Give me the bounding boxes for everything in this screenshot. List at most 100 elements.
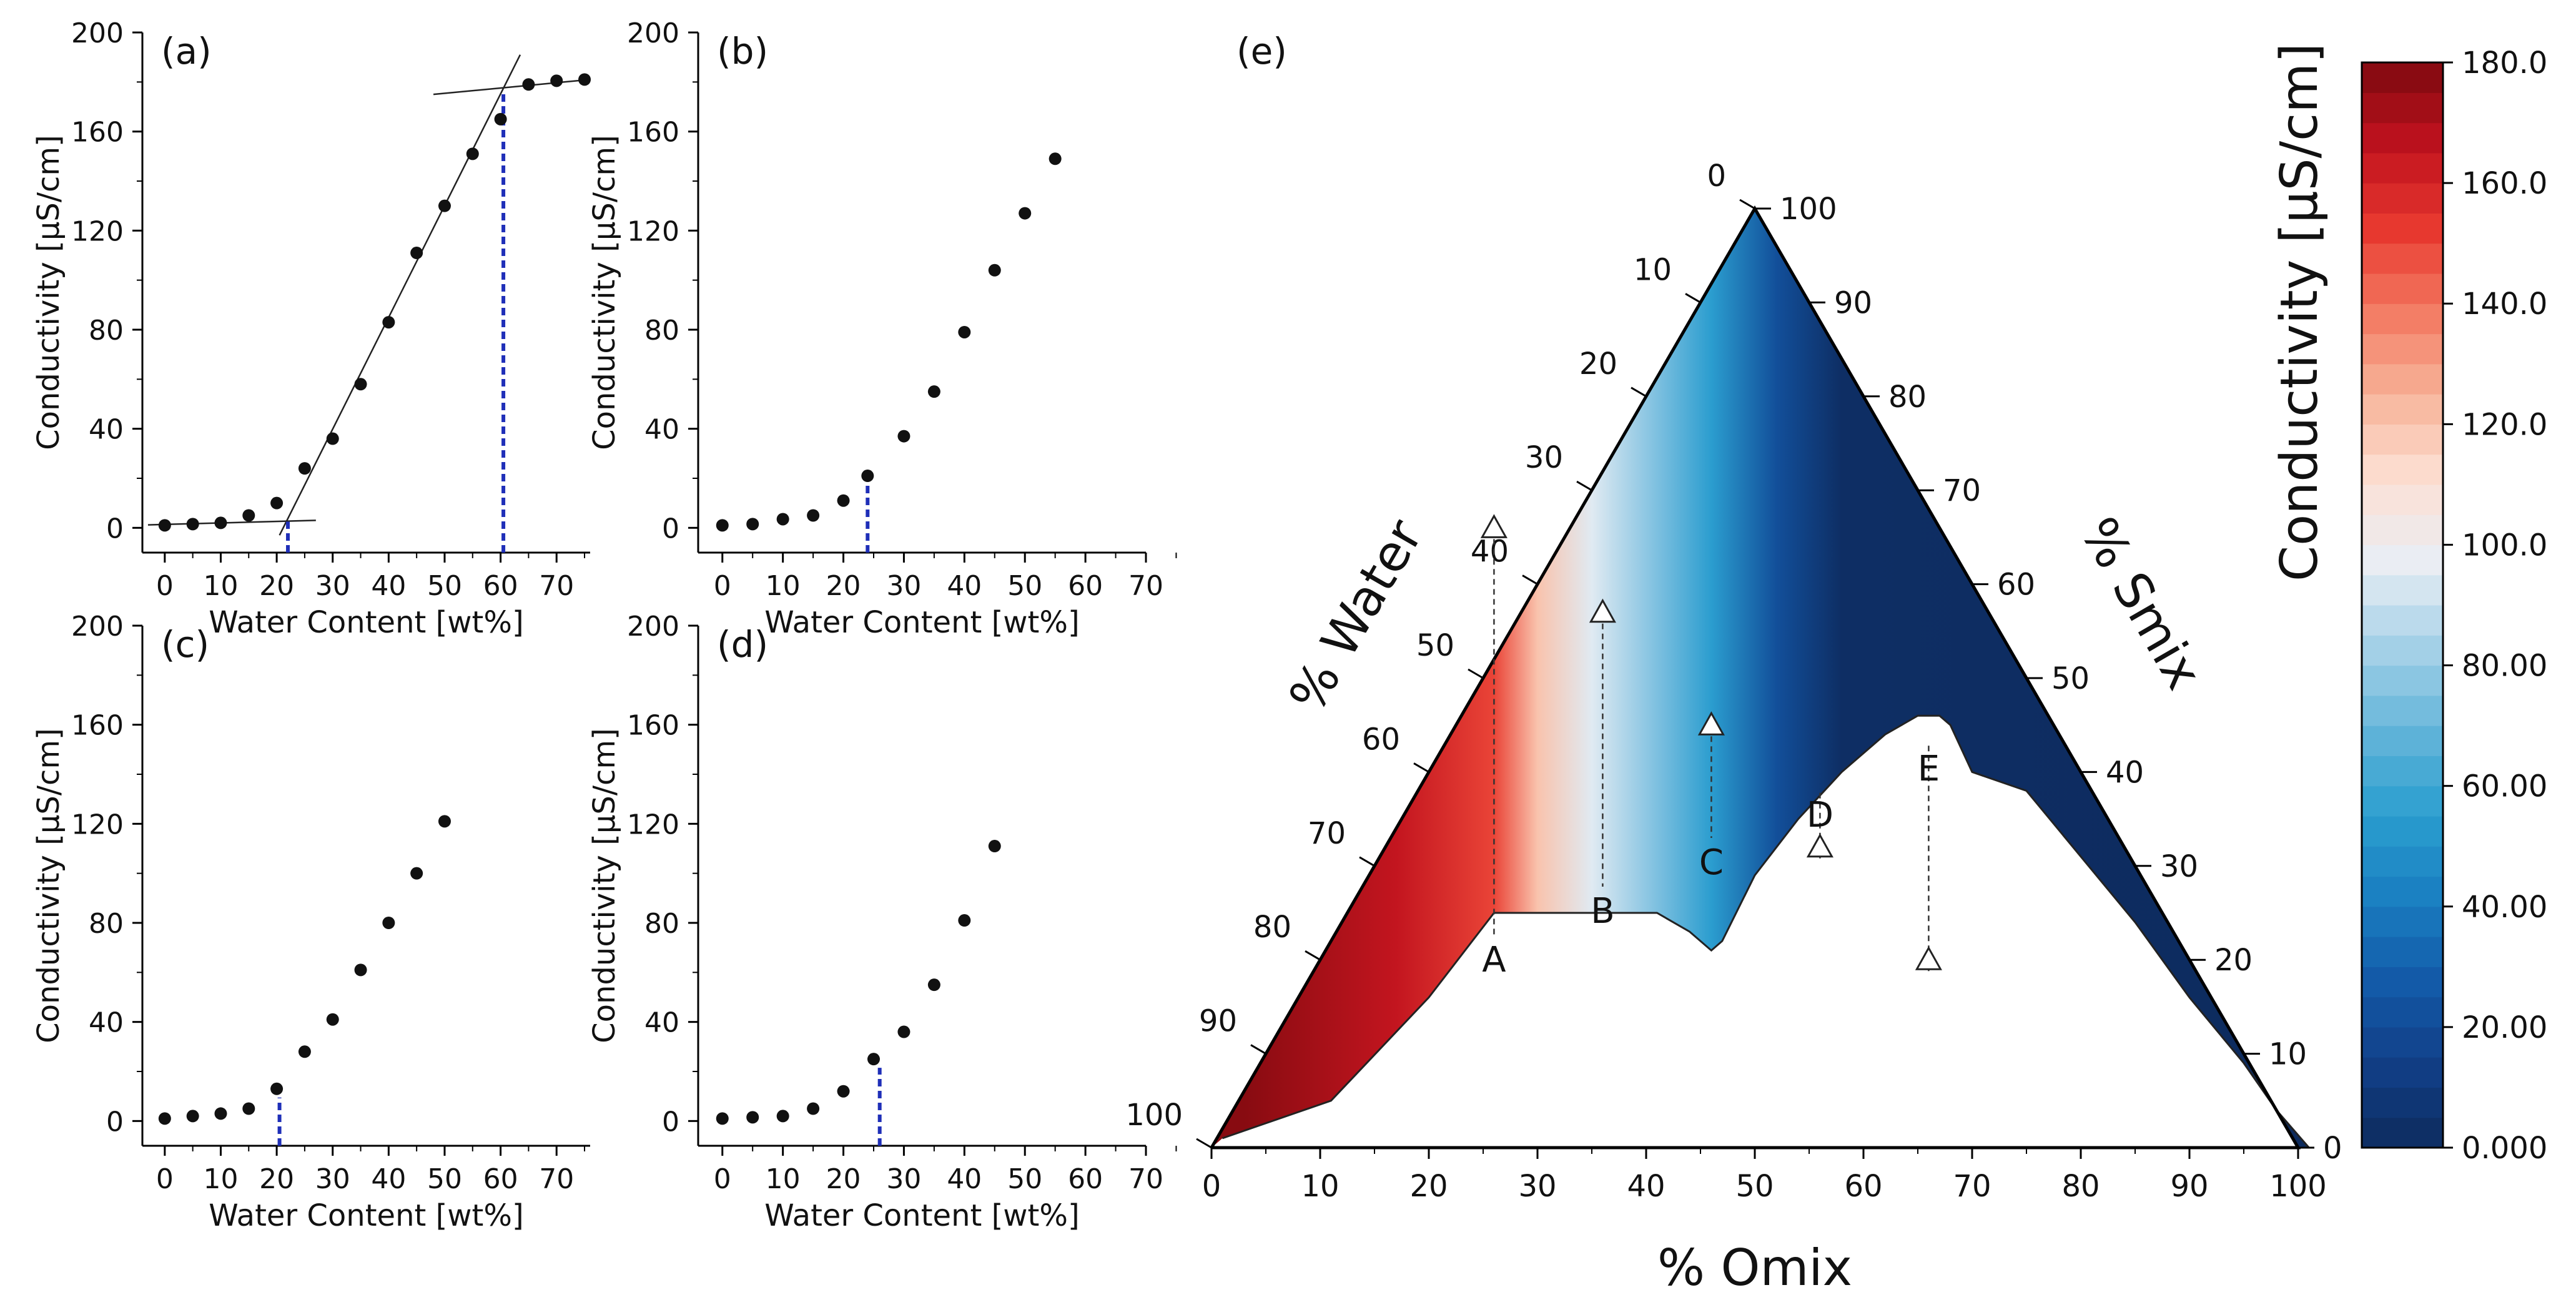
data-point [746, 518, 759, 531]
x-tick-label: 60 [1068, 1163, 1103, 1195]
omix-tick-label: 60 [1844, 1169, 1882, 1204]
water-tick-label: 60 [1362, 722, 1400, 757]
colorbar-band [2362, 303, 2443, 335]
panel-c-axes: 0 40 80 120 160 200 0 10 20 30 40 50 60 70 [71, 611, 590, 1195]
x-tick-label: 40 [947, 1163, 982, 1195]
smix-tick-label: 10 [2269, 1037, 2307, 1072]
x-tick-label: 0 [156, 1163, 174, 1195]
colorbar-band [2362, 454, 2443, 485]
data-point [298, 1045, 311, 1058]
data-point [716, 519, 729, 532]
data-point [958, 325, 971, 338]
data-point [186, 518, 199, 531]
y-tick-label: 80 [89, 315, 124, 347]
colorbar-tick-label: 120.0 [2462, 407, 2547, 442]
water-tick [1685, 293, 1701, 303]
data-point [438, 815, 451, 828]
data-point [410, 867, 423, 880]
data-point [776, 513, 789, 526]
sample-triangle-marker [1915, 946, 1942, 970]
water-tick-label: 90 [1199, 1004, 1237, 1039]
x-tick-label: 60 [483, 570, 518, 602]
colorbar-tick-label: 40.00 [2462, 890, 2547, 925]
data-point [522, 78, 535, 91]
panel-a: 0 40 80 120 160 200 0 10 20 30 40 50 60 70 (a) Water … [31, 17, 591, 640]
colorbar-band [2362, 1027, 2443, 1058]
water-tick-label: 10 [1634, 252, 1672, 287]
sample-label-D: D [1807, 795, 1833, 835]
colorbar-band [2362, 815, 2443, 847]
colorbar-ticks: 0.000 20.00 40.00 60.00 80.00 100.0 120.0 140.0… [2443, 46, 2547, 1166]
y-tick-label: 160 [627, 710, 679, 742]
x-tick-label: 70 [539, 570, 574, 602]
data-point [382, 316, 395, 329]
y-tick-label: 0 [106, 513, 124, 544]
panel-d-points [716, 840, 1001, 1125]
colorbar-band [2362, 333, 2443, 365]
colorbar-band [2362, 92, 2443, 124]
smix-tick-label: 70 [1943, 473, 1981, 508]
data-point [214, 1107, 227, 1120]
y-tick-label: 80 [644, 908, 679, 940]
y-tick-label: 120 [71, 809, 124, 840]
colorbar-band [2362, 574, 2443, 606]
x-tick-label: 20 [259, 570, 294, 602]
y-tick-label: 0 [106, 1106, 124, 1138]
panel-d: 0 40 80 120 160 200 0 10 20 30 40 50 60 70 (d) Water … [587, 611, 1177, 1233]
x-tick-label: 50 [1007, 1163, 1042, 1195]
water-tick [1196, 1138, 1212, 1149]
x-tick-label: 30 [886, 570, 921, 602]
colorbar-frame [2361, 61, 2444, 1149]
x-tick-label: 50 [427, 1163, 462, 1195]
colorbar-band [2362, 273, 2443, 304]
water-tick-label: 0 [1707, 159, 1726, 194]
smix-tick-label: 90 [1834, 285, 1872, 320]
data-point [298, 462, 311, 475]
panel-e: (e) 001001010902020803030704040605050506… [1125, 30, 2342, 1297]
data-point [716, 1112, 729, 1125]
water-tick [1359, 856, 1375, 867]
data-point [746, 1111, 759, 1124]
smix-tick-label: 50 [2051, 661, 2090, 696]
panel-c: 0 40 80 120 160 200 0 10 20 30 40 50 60 70 (c) Water … [31, 611, 590, 1233]
colorbar-band [2362, 62, 2443, 93]
colorbar-band [2362, 394, 2443, 425]
colorbar-band [2362, 183, 2443, 214]
colorbar-label: Conductivity [µS/cm] [2270, 43, 2329, 581]
sample-label-E: E [1918, 749, 1940, 789]
sample-label-C: C [1699, 842, 1724, 883]
x-tick-label: 50 [1007, 570, 1042, 602]
colorbar-band [2362, 756, 2443, 787]
data-point [578, 73, 591, 86]
data-point [438, 199, 451, 212]
colorbar-band [2362, 846, 2443, 877]
water-tick [1305, 950, 1321, 961]
data-point [186, 1110, 199, 1123]
panel-d-tag: (d) [717, 623, 768, 666]
colorbar: 0.000 20.00 40.00 60.00 80.00 100.0 120.0 140.0… [2270, 43, 2547, 1166]
omix-tick-label: 90 [2170, 1169, 2208, 1204]
x-tick-label: 50 [427, 570, 462, 602]
data-point [927, 978, 940, 992]
omix-tick-label: 70 [1953, 1169, 1991, 1204]
water-tick [1522, 574, 1538, 585]
data-point [897, 1025, 910, 1038]
water-tick-label: 80 [1253, 910, 1291, 945]
ternary-ticks: 0010010109020208030307040406050505060604… [1125, 159, 2342, 1204]
data-point [158, 1112, 171, 1125]
y-tick-label: 120 [627, 215, 679, 247]
y-tick-label: 40 [644, 414, 679, 446]
colorbar-band [2362, 243, 2443, 274]
x-tick-label: 10 [203, 1163, 238, 1195]
colorbar-band [2362, 363, 2443, 395]
data-point [382, 917, 395, 929]
panel-e-tag: (e) [1236, 30, 1287, 72]
panel-a-axes: 0 40 80 120 160 200 0 10 20 30 40 50 60 70 [71, 17, 590, 602]
x-tick-label: 0 [714, 1163, 731, 1195]
colorbar-band [2362, 665, 2443, 696]
smix-tick-label: 30 [2160, 849, 2198, 884]
data-point [867, 1053, 880, 1066]
ternary-bottom-axis-label: % Omix [1657, 1239, 1852, 1297]
y-tick-label: 80 [89, 908, 124, 940]
colorbar-band [2362, 967, 2443, 998]
